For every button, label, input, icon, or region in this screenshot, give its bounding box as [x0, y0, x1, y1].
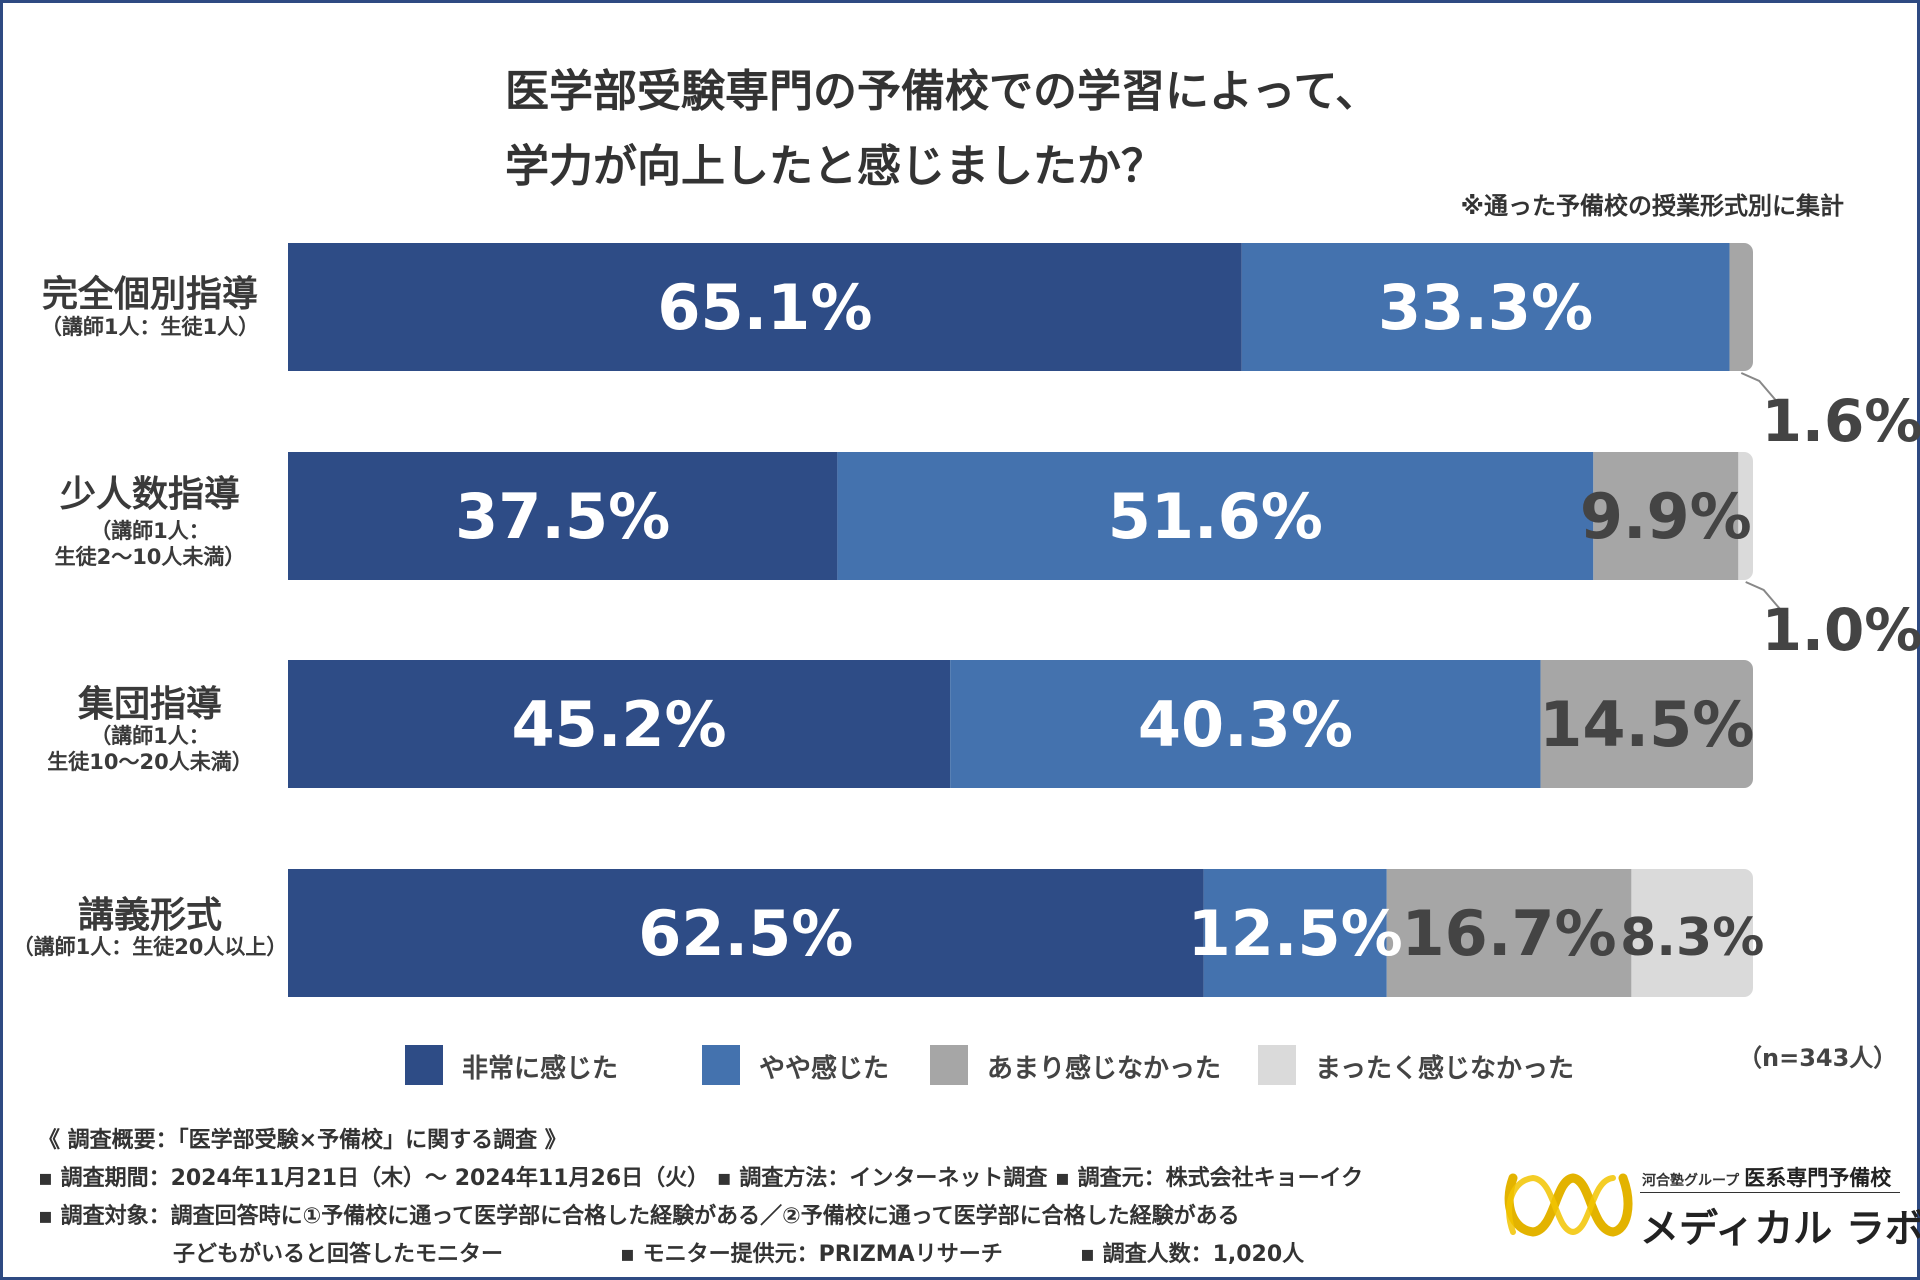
medical-labo-logo: 河合塾グループ 医系専門予備校 メディカル ラボ	[1495, 1160, 1920, 1252]
leader-line-1-3	[1740, 372, 1785, 410]
bar-segment-2-1	[288, 452, 838, 580]
value-label-4-4: 8.3%	[1620, 908, 1764, 968]
survey-line-2: ▪ 調査対象：調査回答時に①予備校に通って医学部に合格した経験がある／②予備校に…	[38, 1204, 1240, 1229]
value-label-1-3: 1.6%	[1762, 387, 1920, 455]
legend-swatch-3	[930, 1045, 968, 1085]
logo-school-type: 医系専門予備校	[1744, 1166, 1892, 1190]
legend-swatch-2	[702, 1045, 740, 1085]
category-label-2: 少人数指導	[59, 474, 240, 515]
legend-swatch-1	[405, 1045, 443, 1085]
bar-segment-2-4	[1738, 452, 1753, 580]
value-label-4-2: 12.5%	[1188, 897, 1403, 970]
category-label-1: 完全個別指導	[41, 274, 258, 315]
category-sub-4: （講師1人：生徒20人以上）	[12, 935, 288, 959]
value-label-2-3: 9.9%	[1580, 480, 1752, 553]
bar-segment-1-3	[1729, 243, 1753, 371]
chart-title-line-1: 医学部受験専門の予備校での学習によって、	[505, 66, 1380, 117]
bar-segment-1-1	[288, 243, 1242, 371]
value-label-3-1: 45.2%	[512, 688, 727, 761]
bar-segment-1-2	[1241, 243, 1730, 371]
bar-segment-4-1	[288, 869, 1204, 997]
legend-label-4: まったく感じなかった	[1315, 1054, 1574, 1084]
value-label-4-1: 62.5%	[638, 897, 853, 970]
logo-mark-icon	[1504, 1173, 1633, 1237]
logo-group-name: 河合塾グループ	[1642, 1173, 1740, 1189]
aggregation-note: ※通った予備校の授業形式別に集計	[1460, 192, 1844, 220]
bar-segment-3-3	[1540, 660, 1753, 788]
value-label-2-1: 37.5%	[455, 480, 670, 553]
bar-group-4	[288, 869, 1753, 997]
value-label-3-2: 40.3%	[1138, 688, 1353, 761]
category-sub-2a: （講師1人：	[90, 519, 210, 543]
survey-line-1: ▪ 調査期間：2024年11月21日（木）〜 2024年11月26日（火） ▪ …	[38, 1166, 1364, 1191]
category-label-4: 講義形式	[77, 895, 222, 936]
survey-heading: 《 調査概要：「医学部受験×予備校」に関する調査 》	[38, 1128, 567, 1153]
category-sub-2b: 生徒2〜10人未満）	[54, 545, 246, 569]
sample-size-label: （n=343人）	[1738, 1044, 1898, 1072]
survey-line-3c: ▪ 調査人数：1,020人	[1080, 1242, 1305, 1267]
bar-group-2	[288, 452, 1753, 580]
chart-title-line-2: 学力が向上したと感じましたか？	[505, 141, 1165, 192]
value-label-1-1: 65.1%	[657, 271, 872, 344]
logo-top-text: 河合塾グループ 医系専門予備校	[1642, 1162, 1891, 1192]
bar-segment-3-1	[288, 660, 951, 788]
legend-label-2: やや感じた	[759, 1054, 890, 1084]
bar-segment-4-3	[1386, 869, 1632, 997]
category-sub-3b: 生徒10〜20人未満）	[47, 750, 253, 774]
logo-brand-name: メディカル ラボ	[1640, 1207, 1920, 1252]
bar-segment-4-2	[1203, 869, 1387, 997]
value-label-1-2: 33.3%	[1378, 271, 1593, 344]
category-sub-3a: （講師1人：	[90, 724, 210, 748]
bar-group-1	[288, 243, 1753, 371]
category-sub-1: （講師1人：生徒1人）	[40, 315, 260, 339]
survey-line-3a: 子どもがいると回答したモニター	[173, 1242, 504, 1267]
bar-group-3	[288, 660, 1753, 788]
category-label-3: 集団指導	[77, 684, 222, 725]
logo-divider	[1640, 1192, 1900, 1193]
value-label-3-3: 14.5%	[1539, 688, 1754, 761]
leader-line-2-4	[1745, 581, 1789, 619]
value-label-2-4: 1.0%	[1762, 596, 1920, 664]
survey-line-3b: ▪ モニター提供元：PRIZMAリサーチ	[620, 1242, 1003, 1267]
value-label-2-2: 51.6%	[1108, 480, 1323, 553]
legend-label-3: あまり感じなかった	[987, 1054, 1222, 1084]
legend-swatch-4	[1258, 1045, 1296, 1085]
legend: 非常に感じた やや感じた あまり感じなかった まったく感じなかった	[405, 1045, 1705, 1085]
stacked-bar-chart: 65.1% 33.3% 1.6% 37.5% 51.6% 9.9%1.0% 45.2% 40.…	[288, 243, 1920, 997]
bar-segment-4-4	[1631, 869, 1753, 997]
legend-label-1: 非常に感じた	[462, 1054, 619, 1084]
bar-segment-2-3	[1593, 452, 1739, 580]
bar-segment-3-2	[950, 660, 1541, 788]
value-label-4-3: 16.7%	[1402, 897, 1617, 970]
bar-segment-2-2	[837, 452, 1594, 580]
